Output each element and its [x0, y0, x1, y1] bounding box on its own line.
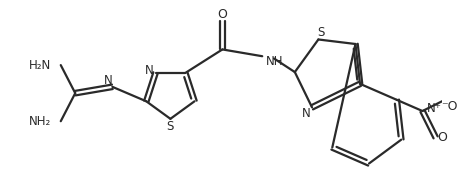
- Text: NH₂: NH₂: [29, 115, 51, 128]
- Text: O: O: [437, 131, 447, 144]
- Text: N: N: [145, 64, 154, 77]
- Text: H₂N: H₂N: [29, 59, 51, 72]
- Text: S: S: [167, 120, 174, 133]
- Text: N: N: [104, 74, 113, 87]
- Text: O: O: [218, 8, 227, 21]
- Text: N⁺: N⁺: [427, 102, 442, 115]
- Text: S: S: [317, 26, 324, 39]
- Text: NH: NH: [266, 55, 283, 68]
- Text: ⁻O: ⁻O: [442, 100, 458, 113]
- Text: N: N: [302, 107, 311, 120]
